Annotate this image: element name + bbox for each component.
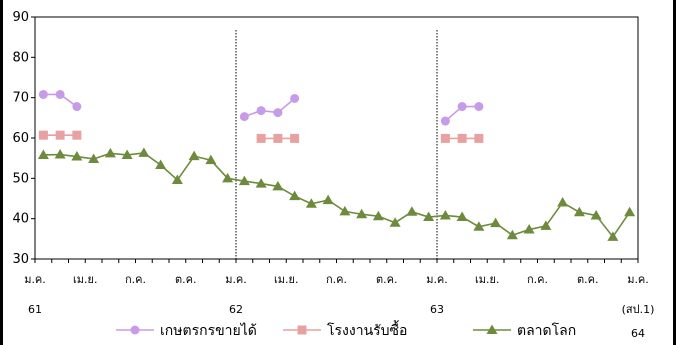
series-layer [37,89,636,241]
data-point [439,209,451,220]
data-point [55,89,65,99]
data-point [624,206,636,217]
year-dividers [235,30,639,259]
data-point [523,224,535,234]
x-year-label: 62 [229,303,243,316]
data-point [238,175,250,186]
data-point [305,198,317,208]
y-tick-label: 50 [12,171,29,186]
series-1 [38,130,484,143]
data-point [55,130,65,140]
data-point [72,102,82,112]
data-point [290,93,300,103]
data-point [440,133,450,143]
x-month-label: ก.ค. [326,273,347,286]
line-chart: 30 40 50 60 70 80 90 ม.ค. เม.ย. ก.ค. ต.ค. ม.ค. เม.ย.… [12,10,654,340]
data-point [474,102,484,112]
data-point [322,194,334,205]
data-point [88,153,100,163]
x-month-label: ก.ค. [125,273,146,286]
data-point [272,180,284,191]
data-point [406,206,418,216]
data-point [155,159,167,170]
data-point [389,217,401,227]
x-year-label: 61 [28,303,42,316]
data-point [590,209,602,220]
data-point [356,208,368,219]
data-point [557,197,569,207]
data-point [440,116,450,126]
legend-swatch-marker [486,324,498,334]
data-point [540,220,552,230]
x-month-label: ม.ค. [627,273,649,286]
data-point [188,150,200,161]
data-point [273,108,283,118]
x-month-label: ม.ค. [426,273,448,286]
y-tick-label: 90 [12,10,29,25]
y-tick-label: 80 [12,50,29,65]
data-point [490,217,502,228]
series-line [244,97,296,118]
data-point [289,190,301,201]
x-month-label: เม.ย. [475,273,499,286]
x-month-label: ต.ค. [175,273,197,286]
data-point [71,151,83,161]
data-point [138,147,150,157]
x-month-label: ต.ค. [577,273,599,286]
y-tick-label: 40 [12,212,29,227]
x-month-label: ม.ค. [225,273,247,286]
x-year-label-64: 64 [631,327,645,340]
legend-swatch-marker [130,325,140,335]
data-point [171,174,183,184]
data-point [239,112,249,122]
data-point [339,205,351,216]
data-point [256,106,266,116]
data-point [473,221,485,231]
legend-label: เกษตรกรขายได้ [160,322,257,339]
data-point [273,133,283,143]
legend-label: โรงงานรับซื้อ [327,320,407,339]
data-point [290,133,300,143]
axes: 30 40 50 60 70 80 90 ม.ค. เม.ย. ก.ค. ต.ค. ม.ค. เม.ย.… [12,10,654,340]
data-point [423,211,435,222]
series-line [43,152,631,239]
x-month-label: เม.ย. [73,273,97,286]
data-point [607,231,619,241]
data-point [104,147,116,158]
data-point [573,206,585,217]
data-point [38,89,48,99]
y-tick-label: 60 [12,131,29,146]
data-point [37,149,49,159]
data-point [222,172,234,183]
legend-label: ตลาดโลก [517,322,576,339]
y-tick-label: 70 [12,91,29,106]
data-point [205,154,217,165]
data-point [474,133,484,143]
data-point [255,178,267,188]
data-point [38,130,48,140]
series-0 [38,89,484,126]
y-tick-label: 30 [12,252,29,267]
data-point [54,149,66,159]
data-point [372,210,384,221]
data-point [457,133,467,143]
x-month-label: เม.ย. [274,273,298,286]
x-month-label: ม.ค. [24,273,46,286]
legend-swatch-marker [297,325,307,335]
x-month-label: ต.ค. [376,273,398,286]
data-point [506,229,518,240]
data-point [72,130,82,140]
x-month-label: ก.ค. [527,273,548,286]
x-year-label: (สป.1) [622,303,655,316]
data-point [256,133,266,143]
data-point [457,102,467,112]
legend: เกษตรกรขายได้ โรงงานรับซื้อ ตลาดโลก [116,320,576,339]
data-point [456,211,468,222]
series-2 [37,147,636,241]
x-year-label: 63 [430,303,444,316]
data-point [121,149,133,159]
